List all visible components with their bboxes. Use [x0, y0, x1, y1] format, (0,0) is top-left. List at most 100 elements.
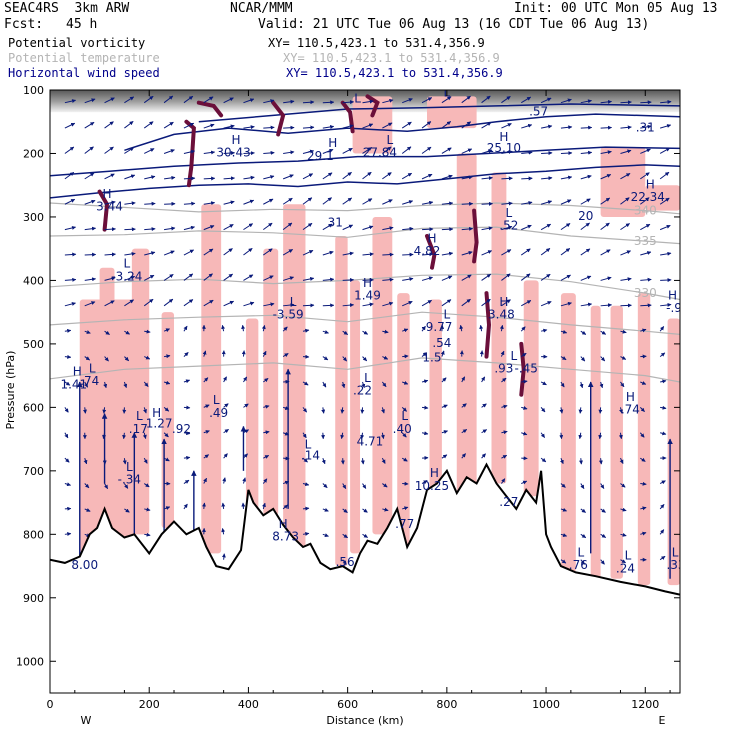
wind-vector — [322, 172, 333, 180]
wind-vector — [322, 533, 329, 538]
wind-vector — [640, 148, 651, 154]
wind-vector — [560, 98, 572, 104]
legend-theta-xy: XY= 110.5,423.1 to 531.4,356.9 — [283, 51, 500, 65]
wind-vector — [221, 324, 226, 332]
wind-vector — [340, 458, 345, 465]
wind-vector — [342, 147, 353, 154]
wind-vector — [479, 350, 484, 357]
low-marker: L — [625, 549, 632, 563]
wind-vector — [600, 174, 612, 180]
wind-vector — [243, 151, 255, 156]
wind-vector — [541, 151, 553, 156]
wind-vector — [640, 277, 652, 282]
wind-vector — [481, 176, 493, 181]
wind-vector — [382, 301, 394, 307]
x-tick-label: 800 — [436, 698, 457, 711]
wind-vector — [243, 376, 248, 383]
extremum-value-label: -.9 — [666, 301, 682, 315]
wind-vector — [124, 174, 136, 180]
wind-vector — [183, 352, 189, 357]
wind-vector — [283, 125, 295, 130]
wind-vector — [481, 453, 486, 459]
org-title: NCAR/MMM — [230, 1, 293, 16]
wind-vector — [203, 201, 216, 206]
wind-vector — [122, 458, 127, 465]
wind-vector — [203, 123, 215, 129]
pv-shading-band — [637, 293, 651, 586]
wind-vector — [242, 477, 247, 484]
pv-contour — [425, 234, 437, 270]
wind-vector — [124, 299, 134, 307]
wind-vector — [223, 150, 235, 155]
wind-vector — [382, 146, 392, 154]
wind-vector — [479, 324, 484, 332]
wind-vector — [84, 381, 89, 388]
pv-shading-band — [427, 96, 477, 129]
theta-contour-label: 340 — [634, 204, 657, 218]
annotation-layer: H1.41L.74H3.44L-3.24L.17H1.27.92L-.348.0… — [60, 90, 682, 575]
wind-vector — [183, 225, 195, 231]
pv-shading-band — [491, 172, 507, 484]
wind-vector — [64, 122, 76, 129]
wind-vector — [640, 124, 652, 129]
wind-vector — [382, 507, 389, 512]
wind-vector — [600, 303, 612, 308]
low-marker: L — [290, 295, 297, 309]
wind-vector — [84, 301, 96, 307]
valid-time: Valid: 21 UTC Tue 06 Aug 13 (16 CDT Tue … — [258, 17, 650, 32]
wind-vector — [362, 356, 368, 362]
wind-vector — [481, 298, 491, 307]
wind-vector — [223, 200, 235, 205]
wind-vector — [599, 381, 604, 389]
wind-vector — [64, 252, 77, 257]
extremum-value-label: .31 — [636, 120, 655, 134]
wind-vector — [382, 329, 389, 334]
wind-vector — [64, 482, 71, 487]
pv-contour — [271, 100, 286, 137]
wind-vector — [481, 273, 491, 281]
wind-vector — [659, 529, 665, 535]
wind-vector — [660, 278, 672, 283]
wind-vector — [241, 324, 246, 332]
wind-vector — [640, 381, 647, 385]
wind-vector — [124, 251, 136, 256]
wind-vector — [560, 248, 571, 256]
wind-vector — [362, 198, 373, 205]
wind-vector — [302, 173, 314, 180]
wind-vector — [144, 274, 155, 281]
wind-vector — [559, 432, 564, 440]
wind-vector — [183, 122, 195, 129]
pv-shading-band — [456, 153, 477, 497]
y-tick-label: 300 — [23, 211, 44, 224]
wind-vector — [382, 355, 389, 360]
wind-vector — [640, 457, 646, 462]
wind-vector — [202, 350, 207, 357]
theta-contour — [50, 202, 680, 215]
low-marker: L — [506, 206, 513, 220]
wind-vector — [322, 223, 333, 231]
wind-vector — [362, 330, 369, 335]
wind-vector — [302, 277, 315, 281]
wind-vector — [600, 533, 607, 538]
wind-vector — [144, 355, 151, 360]
wind-vector — [402, 380, 409, 385]
legend-wind-name: Horizontal wind speed — [8, 66, 160, 80]
wind-vector — [559, 407, 564, 414]
extremum-value-label: .40 — [393, 422, 412, 436]
wind-vector — [520, 326, 526, 332]
wind-vector — [104, 300, 115, 307]
wind-vector — [322, 148, 334, 154]
wind-vector — [402, 226, 414, 231]
wind-vector — [600, 508, 606, 513]
wind-vector — [461, 376, 466, 383]
wind-vector — [540, 432, 546, 438]
wind-vector — [203, 454, 209, 459]
wind-vector — [440, 350, 445, 357]
high-marker: H — [427, 231, 436, 245]
wind-vector — [580, 302, 593, 307]
wind-vector — [421, 97, 433, 104]
wind-vector — [640, 223, 651, 231]
wind-vector — [64, 226, 76, 231]
low-marker: L — [364, 371, 371, 385]
wind-vector — [501, 404, 508, 409]
